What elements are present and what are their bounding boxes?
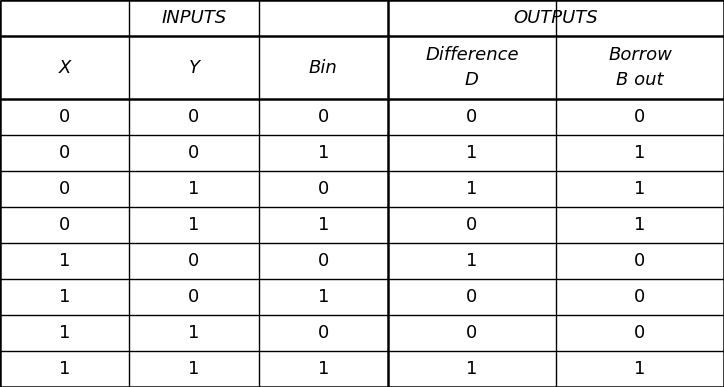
- Text: 1: 1: [466, 252, 478, 270]
- Text: 1: 1: [466, 180, 478, 198]
- Text: 0: 0: [59, 108, 70, 127]
- Text: 0: 0: [466, 324, 478, 342]
- Text: 0: 0: [318, 252, 329, 270]
- Text: 0: 0: [466, 288, 478, 306]
- Text: 1: 1: [318, 144, 329, 163]
- Text: 1: 1: [188, 324, 200, 342]
- Text: INPUTS: INPUTS: [161, 9, 227, 27]
- Text: 1: 1: [59, 324, 70, 342]
- Text: 0: 0: [188, 288, 200, 306]
- Text: 0: 0: [466, 108, 478, 127]
- Text: X: X: [59, 58, 71, 77]
- Text: Difference
D: Difference D: [425, 46, 518, 89]
- Text: 1: 1: [318, 216, 329, 234]
- Text: 0: 0: [466, 216, 478, 234]
- Text: 0: 0: [318, 180, 329, 198]
- Text: 1: 1: [634, 216, 646, 234]
- Text: 1: 1: [466, 144, 478, 163]
- Text: 0: 0: [188, 144, 200, 163]
- Text: 1: 1: [634, 144, 646, 163]
- Text: 0: 0: [188, 252, 200, 270]
- Text: 1: 1: [188, 360, 200, 378]
- Text: 0: 0: [318, 108, 329, 127]
- Text: 1: 1: [188, 216, 200, 234]
- Text: Borrow
B out: Borrow B out: [608, 46, 672, 89]
- Text: 0: 0: [59, 180, 70, 198]
- Text: Bin: Bin: [309, 58, 337, 77]
- Text: 1: 1: [466, 360, 478, 378]
- Text: 1: 1: [59, 360, 70, 378]
- Text: 1: 1: [318, 288, 329, 306]
- Text: 0: 0: [634, 252, 646, 270]
- Text: 1: 1: [634, 180, 646, 198]
- Text: 0: 0: [634, 324, 646, 342]
- Text: 0: 0: [318, 324, 329, 342]
- Text: 1: 1: [318, 360, 329, 378]
- Text: 0: 0: [59, 144, 70, 163]
- Text: 0: 0: [634, 108, 646, 127]
- Text: 1: 1: [59, 288, 70, 306]
- Text: 1: 1: [634, 360, 646, 378]
- Text: 0: 0: [188, 108, 200, 127]
- Text: 1: 1: [59, 252, 70, 270]
- Text: Y: Y: [188, 58, 199, 77]
- Text: 0: 0: [59, 216, 70, 234]
- Text: 0: 0: [634, 288, 646, 306]
- Text: 1: 1: [188, 180, 200, 198]
- Text: OUTPUTS: OUTPUTS: [513, 9, 598, 27]
